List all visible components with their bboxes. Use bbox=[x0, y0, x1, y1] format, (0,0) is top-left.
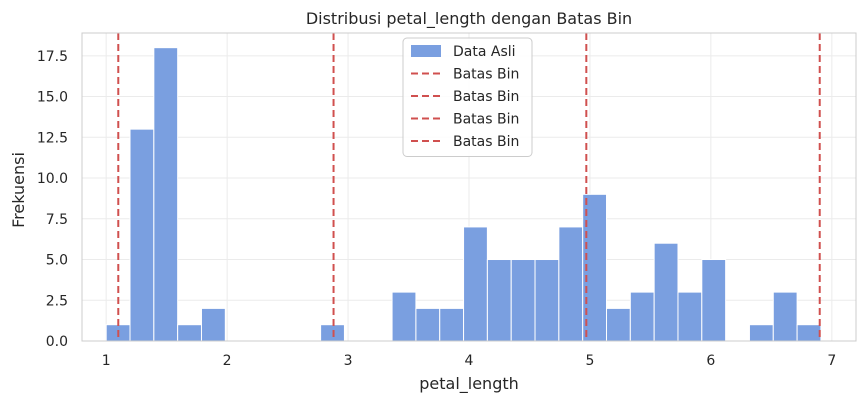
y-axis-title: Frekuensi bbox=[9, 152, 28, 228]
histogram-bar bbox=[439, 307, 465, 342]
histogram-bar bbox=[606, 307, 631, 342]
legend-label: Data Asli bbox=[453, 44, 516, 60]
y-tick-label: 0.0 bbox=[46, 334, 68, 350]
plot-frame bbox=[81, 32, 857, 342]
x-axis-title: petal_length bbox=[419, 374, 519, 394]
histogram-bar bbox=[391, 291, 417, 342]
legend-label: Batas Bin bbox=[453, 89, 519, 105]
histogram-bar bbox=[463, 226, 488, 342]
histogram-bar bbox=[629, 291, 655, 342]
histogram-bar bbox=[558, 226, 584, 342]
y-tick-label: 7.5 bbox=[46, 212, 68, 228]
x-tick-label: 2 bbox=[223, 353, 232, 369]
bin-edge-lines bbox=[117, 33, 821, 341]
histogram-bars bbox=[105, 47, 822, 342]
histogram-bar bbox=[200, 307, 226, 342]
histogram-bar bbox=[129, 128, 155, 342]
legend-label: Batas Bin bbox=[453, 67, 519, 83]
histogram-bar bbox=[534, 259, 560, 342]
x-tick-label: 1 bbox=[102, 353, 111, 369]
histogram-bar bbox=[677, 291, 703, 342]
x-tick-label: 5 bbox=[585, 353, 594, 369]
x-tick-labels: 1 2 3 4 5 6 7 bbox=[102, 353, 837, 369]
histogram-bar bbox=[510, 259, 536, 342]
y-tick-label: 5.0 bbox=[46, 253, 68, 269]
histogram-bar bbox=[177, 324, 202, 342]
y-tick-label: 12.5 bbox=[37, 130, 68, 146]
y-tick-label: 2.5 bbox=[46, 293, 68, 309]
histogram-bar bbox=[796, 324, 822, 342]
y-tick-label: 10.0 bbox=[37, 171, 68, 187]
legend: Data Asli Batas Bin Batas Bin Batas Bin Bata… bbox=[402, 37, 533, 157]
x-tick-label: 7 bbox=[827, 353, 836, 369]
histogram-bar bbox=[653, 242, 679, 342]
histogram-bar bbox=[320, 324, 345, 342]
legend-label: Batas Bin bbox=[453, 134, 519, 150]
x-tick-label: 6 bbox=[706, 353, 715, 369]
histogram-bar bbox=[486, 259, 512, 342]
histogram-bar bbox=[748, 324, 774, 342]
legend-box bbox=[402, 37, 533, 157]
histogram-bar bbox=[415, 307, 441, 342]
y-tick-label: 17.5 bbox=[37, 49, 68, 65]
y-tick-labels: 0.0 2.5 5.0 7.5 10.0 12.5 15.0 17.5 bbox=[37, 49, 68, 350]
x-tick-label: 4 bbox=[465, 353, 474, 369]
histogram-bar bbox=[701, 259, 727, 342]
histogram-bar bbox=[153, 47, 179, 342]
y-tick-label: 15.0 bbox=[37, 90, 68, 106]
legend-label: Batas Bin bbox=[453, 112, 519, 128]
chart-title: Distribusi petal_length dengan Batas Bin bbox=[306, 9, 632, 29]
x-tick-label: 3 bbox=[344, 353, 353, 369]
legend-swatch-bar bbox=[411, 45, 441, 57]
histogram-bar bbox=[772, 291, 798, 342]
